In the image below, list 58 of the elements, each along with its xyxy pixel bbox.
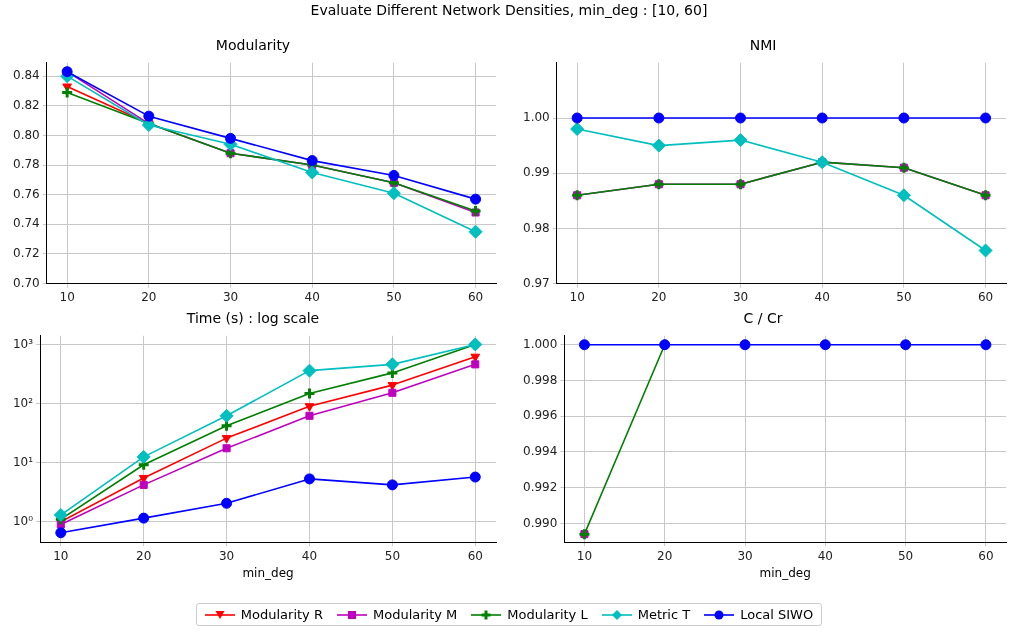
y-tick-label: 1.00	[523, 110, 550, 125]
x-tick-label: 40	[817, 548, 833, 563]
x-tick-label: 60	[978, 548, 994, 563]
legend-label: Modularity L	[507, 607, 588, 622]
y-tick-label: 0.98	[523, 220, 550, 235]
x-tick-label: 40	[301, 548, 318, 563]
y-tick-label: 0.996	[522, 408, 558, 423]
x-tick-label: 10	[569, 289, 585, 304]
x-tick-label: 50	[386, 289, 402, 304]
x-tick-label: 50	[384, 548, 401, 563]
y-tick-label: 0.994	[522, 444, 558, 459]
y-tick-label: 0.990	[522, 515, 558, 530]
legend-label: Metric T	[637, 607, 691, 622]
x-tick-label: 40	[814, 289, 830, 304]
x-tick-label: 30	[218, 548, 235, 563]
y-tick-label: 0.992	[522, 479, 558, 494]
x-axis-title: min_deg	[242, 565, 294, 580]
x-tick-label: 20	[657, 548, 673, 563]
legend-label: Modularity R	[240, 607, 323, 622]
y-tick-label: 10¹	[12, 454, 34, 469]
y-tick-label: 10²	[12, 395, 34, 410]
y-tick-label: 10³	[12, 336, 34, 351]
x-tick-label: 20	[141, 289, 157, 304]
y-tick-label: 0.76	[13, 186, 40, 201]
x-tick-label: 20	[651, 289, 667, 304]
y-tick-label: 0.74	[13, 216, 40, 231]
x-tick-label: 40	[304, 289, 320, 304]
y-tick-label: 0.70	[13, 275, 40, 290]
y-tick-label: 0.84	[13, 68, 40, 83]
y-tick-label: 0.80	[13, 127, 40, 142]
x-tick-label: 60	[977, 289, 994, 304]
legend-label: Modularity M	[372, 607, 458, 622]
chart-title: Modularity	[215, 37, 291, 54]
y-tick-label: 0.78	[13, 157, 40, 172]
y-tick-label: 0.97	[523, 275, 550, 290]
x-tick-label: 30	[737, 548, 753, 563]
x-axis-title: min_deg	[759, 565, 811, 580]
x-tick-label: 30	[732, 289, 749, 304]
chart-title: NMI	[749, 37, 777, 54]
x-tick-label: 30	[222, 289, 239, 304]
y-tick-label: 1.000	[522, 336, 558, 351]
x-tick-label: 10	[53, 548, 69, 563]
x-tick-label: 50	[897, 548, 914, 563]
x-tick-label: 10	[576, 548, 593, 563]
legend-label: Local SIWO	[740, 607, 814, 622]
x-tick-label: 60	[467, 548, 483, 563]
y-tick-label: 0.82	[13, 97, 40, 112]
y-tick-label: 0.72	[13, 246, 40, 261]
text: Evaluate Different Network Densities, min_deg : [10, 60]	[309, 1, 709, 20]
y-tick-label: 10⁰	[12, 513, 34, 528]
y-tick-label: 0.99	[523, 165, 550, 180]
y-tick-label: 0.998	[522, 372, 558, 387]
x-tick-label: 10	[59, 289, 75, 304]
x-tick-label: 60	[467, 289, 484, 304]
chart-title: Time (s) : log scale	[185, 310, 320, 327]
chart-title: C / Cr	[743, 310, 783, 327]
x-tick-label: 20	[136, 548, 152, 563]
x-tick-label: 50	[896, 289, 912, 304]
